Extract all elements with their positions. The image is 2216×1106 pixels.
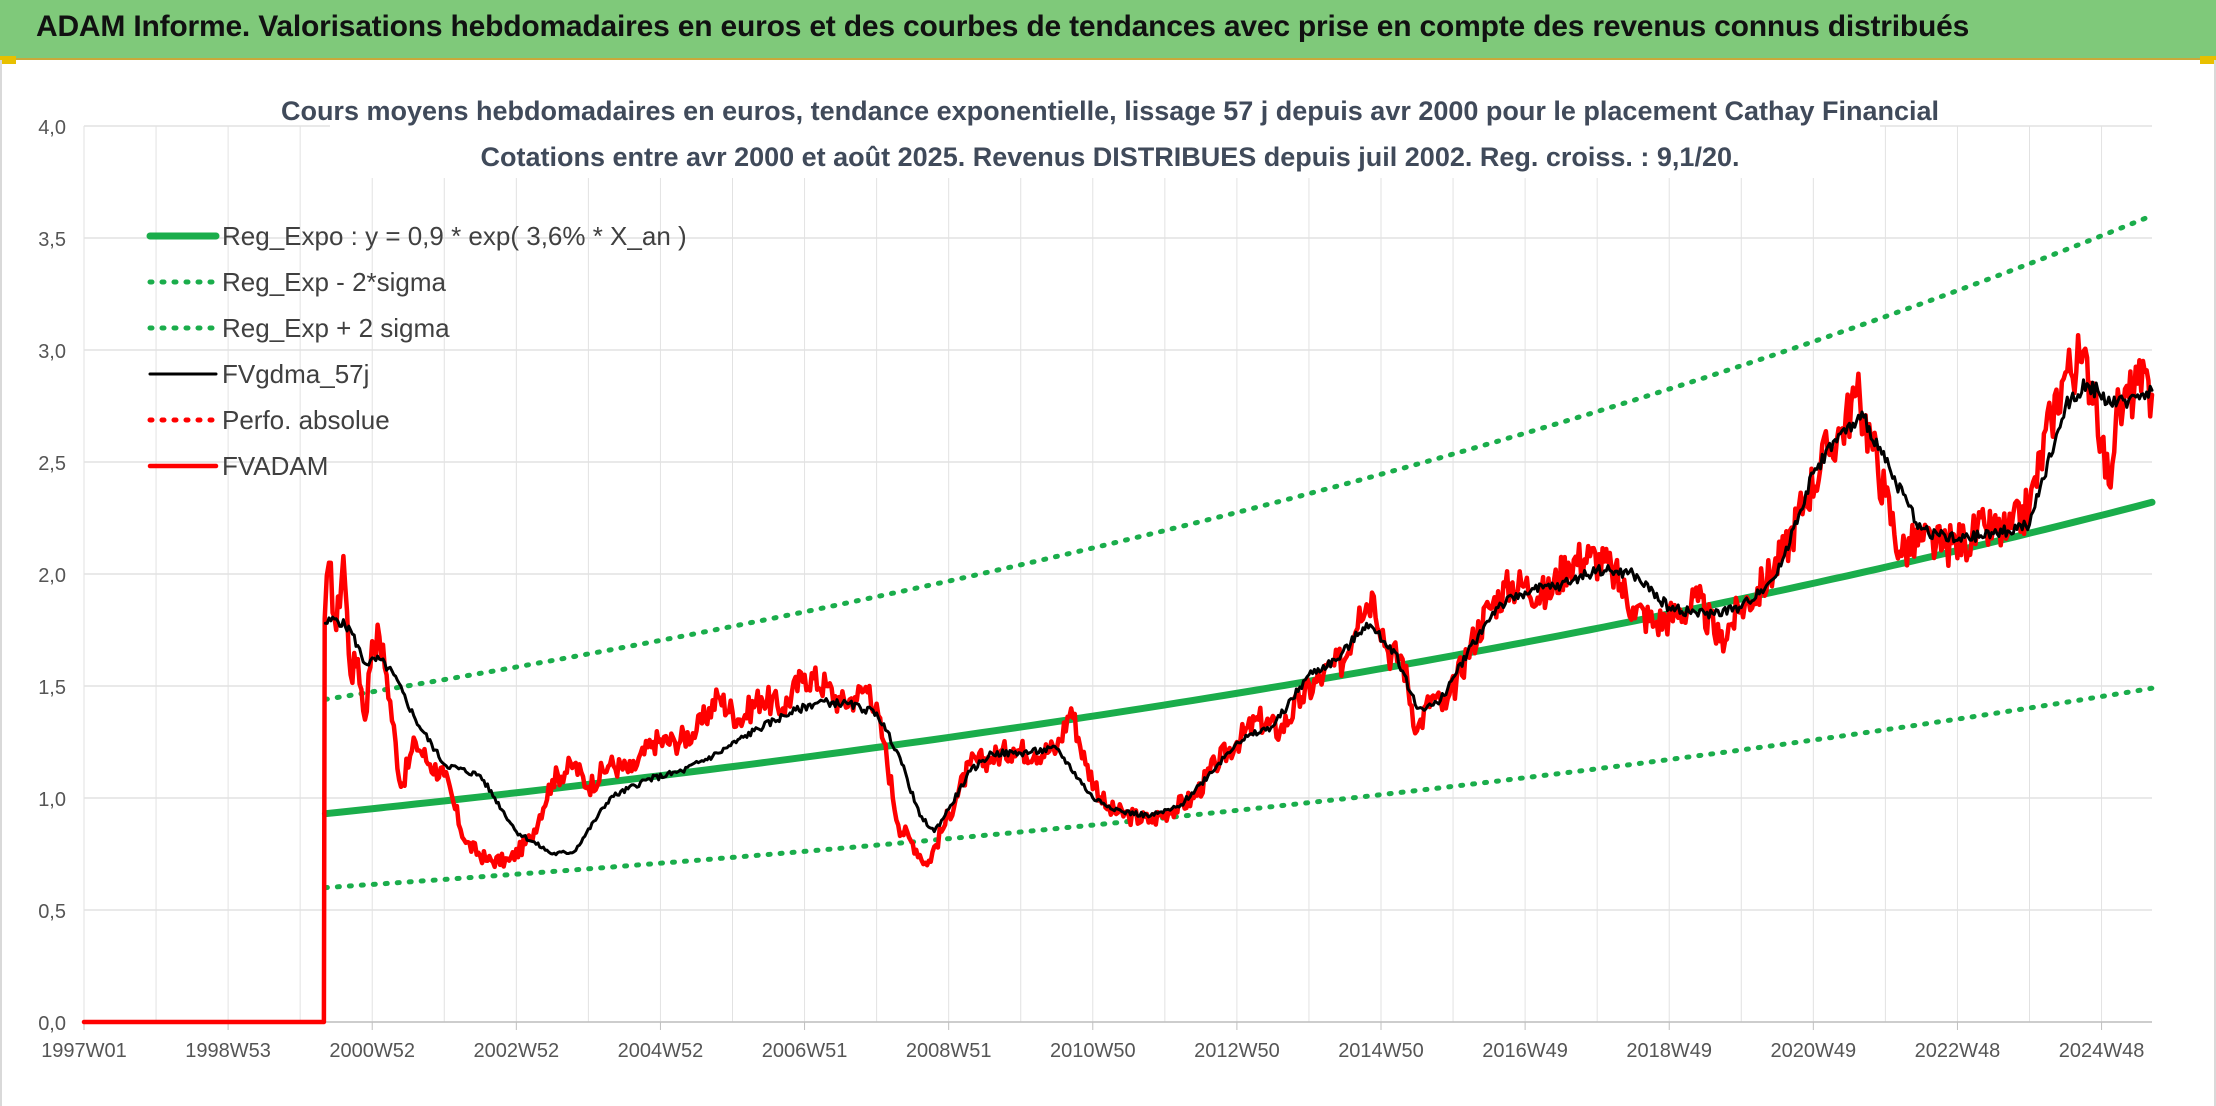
x-tick-label: 2024W48 bbox=[2059, 1040, 2145, 1062]
x-tick-label: 2014W50 bbox=[1338, 1040, 1424, 1062]
x-tick-label: 2010W50 bbox=[1050, 1040, 1136, 1062]
title-background bbox=[330, 88, 1880, 178]
chart-subtitle: Cotations entre avr 2000 et août 2025. R… bbox=[481, 142, 1740, 172]
x-tick-label: 2000W52 bbox=[329, 1040, 415, 1062]
y-tick-label: 3,0 bbox=[38, 341, 66, 363]
series-line bbox=[323, 378, 2154, 857]
y-tick-label: 0,5 bbox=[38, 901, 66, 923]
corner-marker bbox=[0, 56, 16, 64]
x-tick-label: 2018W49 bbox=[1626, 1040, 1712, 1062]
x-tick-label: 2020W49 bbox=[1771, 1040, 1857, 1062]
x-tick-label: 2022W48 bbox=[1915, 1040, 2001, 1062]
series-line bbox=[81, 332, 2155, 1025]
series-line bbox=[321, 498, 2156, 818]
y-tick-label: 2,0 bbox=[38, 565, 66, 587]
x-tick-label: 2008W51 bbox=[906, 1040, 992, 1062]
report-title: ADAM Informe. Valorisations hebdomadaire… bbox=[36, 10, 1970, 43]
legend-label: FVADAM bbox=[222, 451, 328, 481]
legend-label: Reg_Expo : y = 0,9 * exp( 3,6% * X_an ) bbox=[222, 221, 687, 251]
report-banner: ADAM Informe. Valorisations hebdomadaire… bbox=[0, 0, 2216, 60]
x-tick-label: 2002W52 bbox=[474, 1040, 560, 1062]
legend: Reg_Expo : y = 0,9 * exp( 3,6% * X_an ) R… bbox=[146, 221, 687, 481]
x-tick-label: 2006W51 bbox=[762, 1040, 848, 1062]
chart-title: Cours moyens hebdomadaires en euros, ten… bbox=[281, 96, 1939, 126]
x-tick-label: 1998W53 bbox=[185, 1040, 271, 1062]
legend-label: Perfo. absolue bbox=[222, 405, 390, 435]
x-tick-label: 2012W50 bbox=[1194, 1040, 1280, 1062]
y-tick-label: 2,5 bbox=[38, 453, 66, 475]
x-tick-label: 1997W01 bbox=[41, 1040, 127, 1062]
legend-label: Reg_Exp + 2 sigma bbox=[222, 313, 450, 343]
y-tick-label: 1,0 bbox=[38, 789, 66, 811]
axes: 0,0 0,5 1,0 1,5 2,0 2,5 3,0 3,5 4,0 1997W01 1998W5… bbox=[38, 117, 2152, 1062]
series-line bbox=[322, 685, 2155, 891]
y-tick-label: 3,5 bbox=[38, 229, 66, 251]
grid bbox=[83, 125, 2152, 1023]
y-tick-label: 1,5 bbox=[38, 677, 66, 699]
series-layer bbox=[81, 213, 2156, 1025]
y-tick-label: 4,0 bbox=[38, 117, 66, 139]
legend-label: FVgdma_57j bbox=[222, 359, 369, 389]
x-tick-label: 2016W49 bbox=[1482, 1040, 1568, 1062]
x-tick-label: 2004W52 bbox=[618, 1040, 704, 1062]
chart-titles: Cours moyens hebdomadaires en euros, ten… bbox=[281, 88, 1939, 178]
corner-marker bbox=[2200, 56, 2216, 64]
chart-frame bbox=[0, 60, 2216, 1106]
legend-label: Reg_Exp - 2*sigma bbox=[222, 267, 447, 297]
y-tick-label: 0,0 bbox=[38, 1013, 66, 1035]
